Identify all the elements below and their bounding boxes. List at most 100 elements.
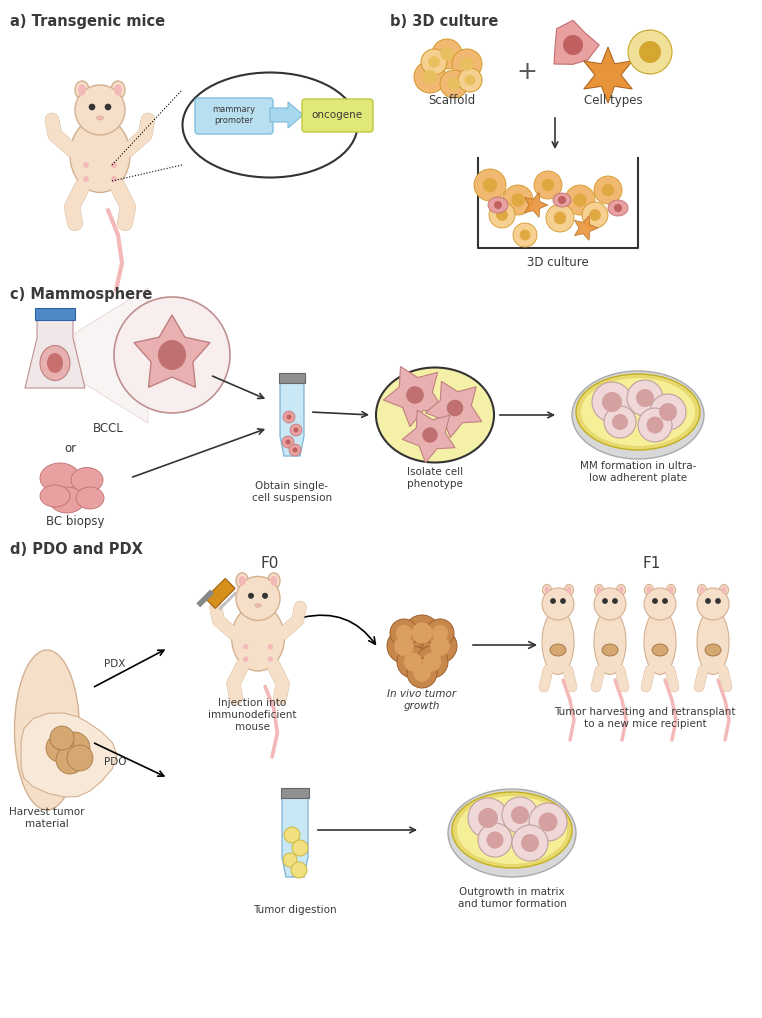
Text: PDO: PDO bbox=[104, 757, 126, 767]
Ellipse shape bbox=[697, 584, 706, 596]
Circle shape bbox=[512, 825, 548, 861]
Circle shape bbox=[114, 297, 230, 413]
Polygon shape bbox=[25, 318, 85, 388]
Circle shape bbox=[428, 56, 440, 68]
Ellipse shape bbox=[447, 400, 463, 416]
Text: Scaffold: Scaffold bbox=[428, 94, 475, 107]
Ellipse shape bbox=[232, 605, 284, 671]
Circle shape bbox=[287, 414, 292, 419]
Circle shape bbox=[652, 599, 658, 604]
Circle shape bbox=[561, 599, 565, 604]
Ellipse shape bbox=[667, 584, 675, 596]
Polygon shape bbox=[281, 788, 309, 798]
Text: a) Transgenic mice: a) Transgenic mice bbox=[10, 14, 165, 29]
Circle shape bbox=[604, 406, 636, 438]
Ellipse shape bbox=[572, 371, 704, 459]
Text: b) 3D culture: b) 3D culture bbox=[390, 14, 498, 29]
Circle shape bbox=[67, 745, 93, 771]
Ellipse shape bbox=[705, 644, 721, 656]
Text: BCCL: BCCL bbox=[92, 421, 123, 435]
Circle shape bbox=[423, 653, 441, 671]
Circle shape bbox=[387, 629, 421, 663]
Circle shape bbox=[582, 202, 608, 228]
Text: c) Mammosphere: c) Mammosphere bbox=[10, 287, 152, 302]
Circle shape bbox=[293, 428, 299, 433]
Ellipse shape bbox=[97, 116, 104, 120]
Ellipse shape bbox=[267, 573, 280, 588]
Text: Outgrowth in matrix
and tumor formation: Outgrowth in matrix and tumor formation bbox=[458, 888, 566, 909]
Circle shape bbox=[440, 70, 468, 98]
Circle shape bbox=[542, 588, 574, 620]
Text: In vivo tumor
growth: In vivo tumor growth bbox=[387, 689, 456, 711]
Ellipse shape bbox=[406, 386, 424, 404]
Circle shape bbox=[283, 853, 297, 867]
Ellipse shape bbox=[608, 200, 628, 216]
Circle shape bbox=[573, 193, 587, 207]
Circle shape bbox=[602, 392, 622, 412]
Circle shape bbox=[565, 185, 595, 215]
Circle shape bbox=[468, 798, 508, 838]
Circle shape bbox=[546, 204, 574, 232]
Circle shape bbox=[521, 834, 539, 852]
Ellipse shape bbox=[40, 463, 80, 493]
Text: Cell types: Cell types bbox=[584, 94, 642, 107]
Text: d) PDO and PDX: d) PDO and PDX bbox=[10, 542, 143, 557]
Circle shape bbox=[452, 49, 482, 79]
Circle shape bbox=[478, 808, 498, 828]
Ellipse shape bbox=[236, 573, 248, 588]
Circle shape bbox=[529, 803, 567, 841]
Circle shape bbox=[83, 162, 89, 168]
Circle shape bbox=[478, 823, 512, 857]
Ellipse shape bbox=[76, 487, 104, 509]
Circle shape bbox=[396, 625, 412, 641]
Circle shape bbox=[236, 576, 280, 620]
Circle shape bbox=[394, 636, 414, 656]
Circle shape bbox=[46, 734, 74, 762]
Circle shape bbox=[594, 588, 626, 620]
Circle shape bbox=[627, 380, 663, 416]
Ellipse shape bbox=[71, 467, 103, 493]
Circle shape bbox=[243, 644, 248, 649]
Polygon shape bbox=[279, 373, 305, 383]
Text: PDX: PDX bbox=[104, 659, 126, 669]
Polygon shape bbox=[134, 315, 210, 388]
Circle shape bbox=[404, 615, 440, 651]
FancyBboxPatch shape bbox=[195, 98, 273, 134]
Circle shape bbox=[494, 201, 502, 209]
Ellipse shape bbox=[47, 353, 63, 373]
Polygon shape bbox=[524, 192, 548, 218]
Circle shape bbox=[662, 599, 668, 604]
Ellipse shape bbox=[75, 81, 89, 99]
Polygon shape bbox=[75, 288, 148, 423]
Circle shape bbox=[636, 389, 654, 407]
Polygon shape bbox=[21, 713, 117, 797]
Ellipse shape bbox=[719, 584, 728, 596]
Circle shape bbox=[613, 599, 617, 604]
Circle shape bbox=[286, 440, 290, 445]
Ellipse shape bbox=[40, 485, 70, 507]
Circle shape bbox=[283, 411, 295, 423]
Circle shape bbox=[614, 204, 622, 212]
Ellipse shape bbox=[271, 576, 277, 585]
Ellipse shape bbox=[114, 84, 122, 96]
Ellipse shape bbox=[581, 378, 695, 446]
Circle shape bbox=[83, 176, 89, 182]
Text: Isolate cell
phenotype: Isolate cell phenotype bbox=[407, 467, 463, 489]
Circle shape bbox=[458, 68, 482, 92]
Text: BC biopsy: BC biopsy bbox=[46, 515, 104, 528]
Polygon shape bbox=[383, 366, 443, 427]
Text: Tumor harvesting and retransplant
to a new mice recipient: Tumor harvesting and retransplant to a n… bbox=[554, 708, 736, 729]
Circle shape bbox=[289, 444, 301, 456]
Circle shape bbox=[650, 394, 686, 430]
Circle shape bbox=[489, 202, 515, 228]
Text: Harvest tumor
material: Harvest tumor material bbox=[9, 807, 85, 829]
Circle shape bbox=[111, 176, 117, 182]
Ellipse shape bbox=[594, 610, 626, 675]
Circle shape bbox=[539, 812, 558, 832]
Circle shape bbox=[520, 230, 530, 240]
Ellipse shape bbox=[594, 584, 604, 596]
Circle shape bbox=[105, 104, 111, 110]
Circle shape bbox=[426, 619, 454, 647]
Circle shape bbox=[111, 162, 117, 168]
Ellipse shape bbox=[602, 644, 618, 656]
